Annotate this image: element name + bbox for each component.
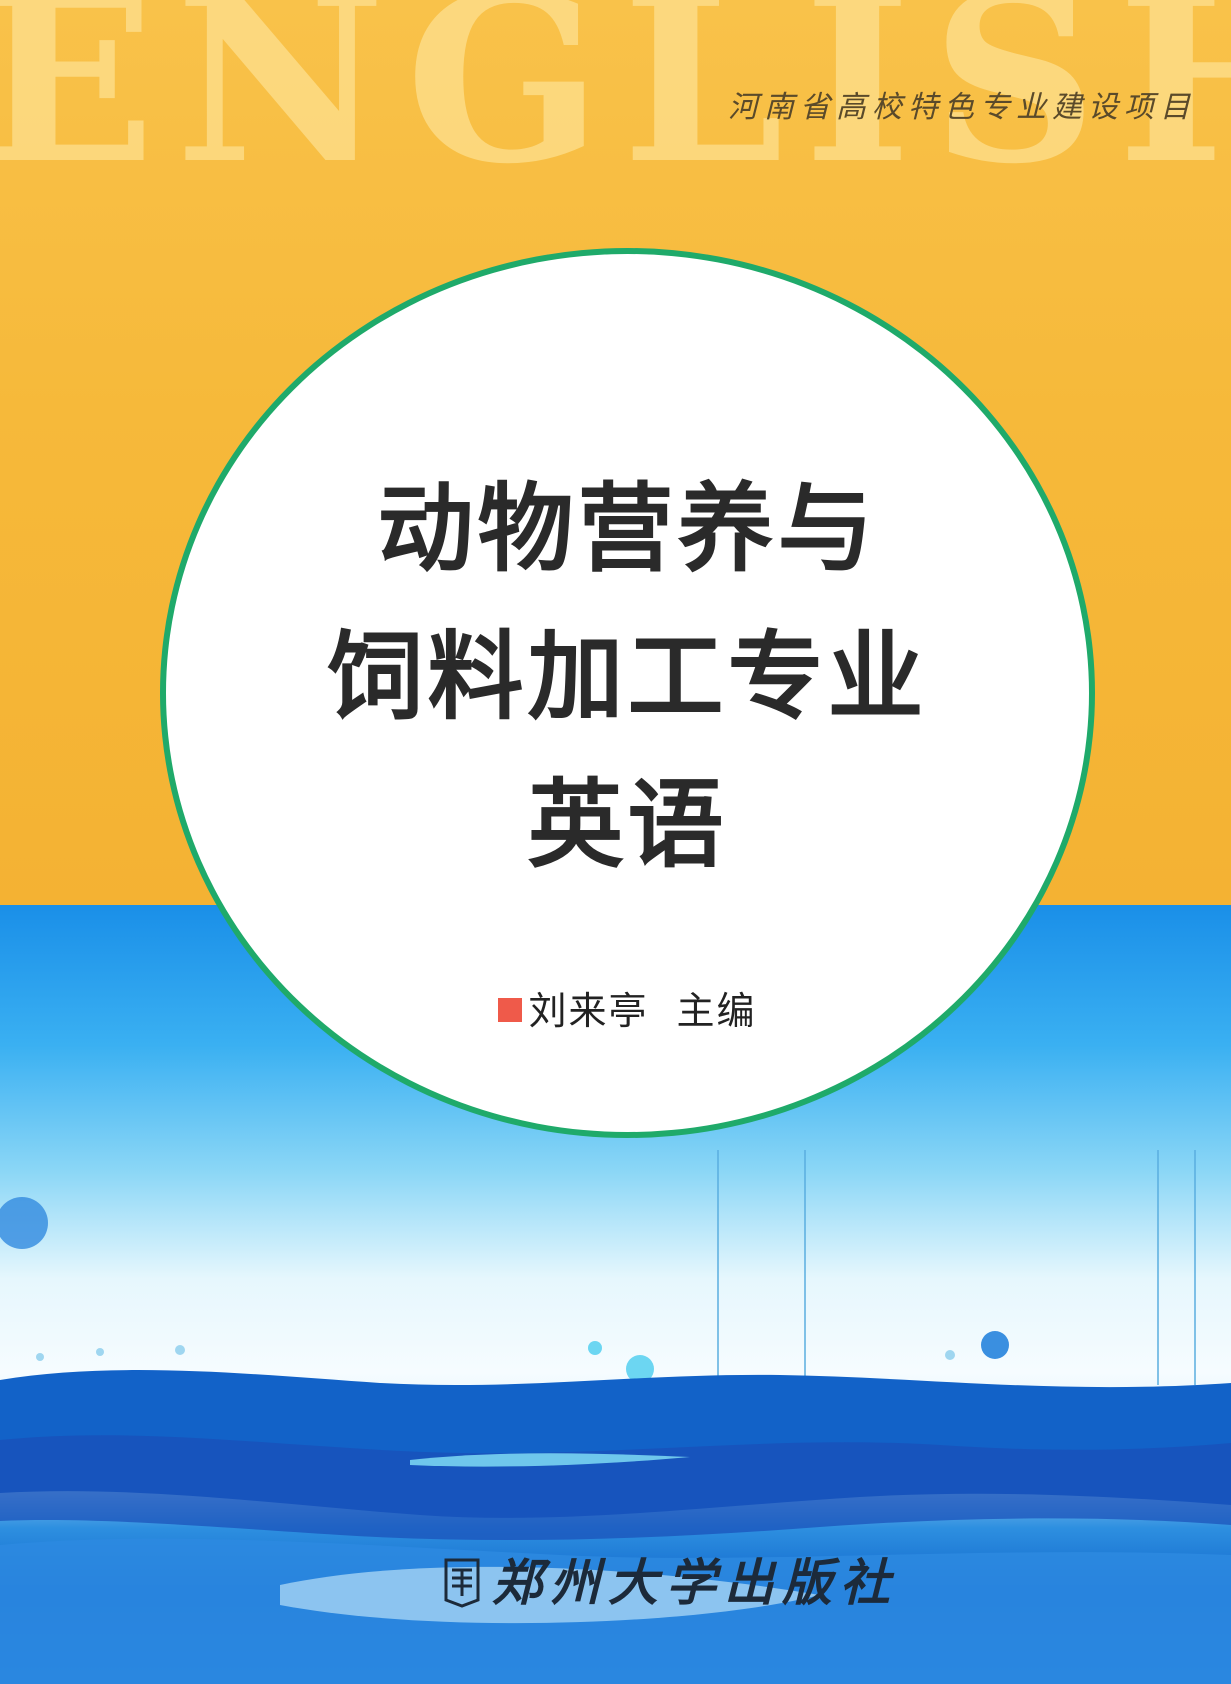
title-line-3: 英语 xyxy=(527,768,728,881)
background-watermark-text: ENGLISH xyxy=(0,0,1231,215)
vertical-lines xyxy=(717,1150,1196,1385)
square-bullet-icon xyxy=(498,998,523,1022)
publisher-logo-icon xyxy=(440,1556,484,1620)
editor-role: 主编 xyxy=(676,989,757,1033)
editor-credit: 刘来亭 主编 xyxy=(160,980,1095,1035)
publisher: 郑州大学出版社 xyxy=(440,1543,898,1613)
wave-decoration xyxy=(0,1150,1231,1684)
title-line-2: 饲料加工专业 xyxy=(327,620,928,733)
series-label: 河南省高校特色专业建设项目 xyxy=(728,90,1196,125)
book-title: 动物营养与 饲料加工专业 英语 xyxy=(160,455,1095,899)
bottom-glow xyxy=(280,1566,820,1624)
title-circle xyxy=(160,248,1095,1138)
mid-wave xyxy=(0,1435,1231,1541)
sparkle-dots xyxy=(0,1197,1009,1383)
editor-name: 刘来亭 xyxy=(528,989,649,1033)
title-line-1: 动物营养与 xyxy=(377,472,878,585)
publisher-name: 郑州大学出版社 xyxy=(492,1553,898,1612)
light-streak xyxy=(410,1453,690,1467)
